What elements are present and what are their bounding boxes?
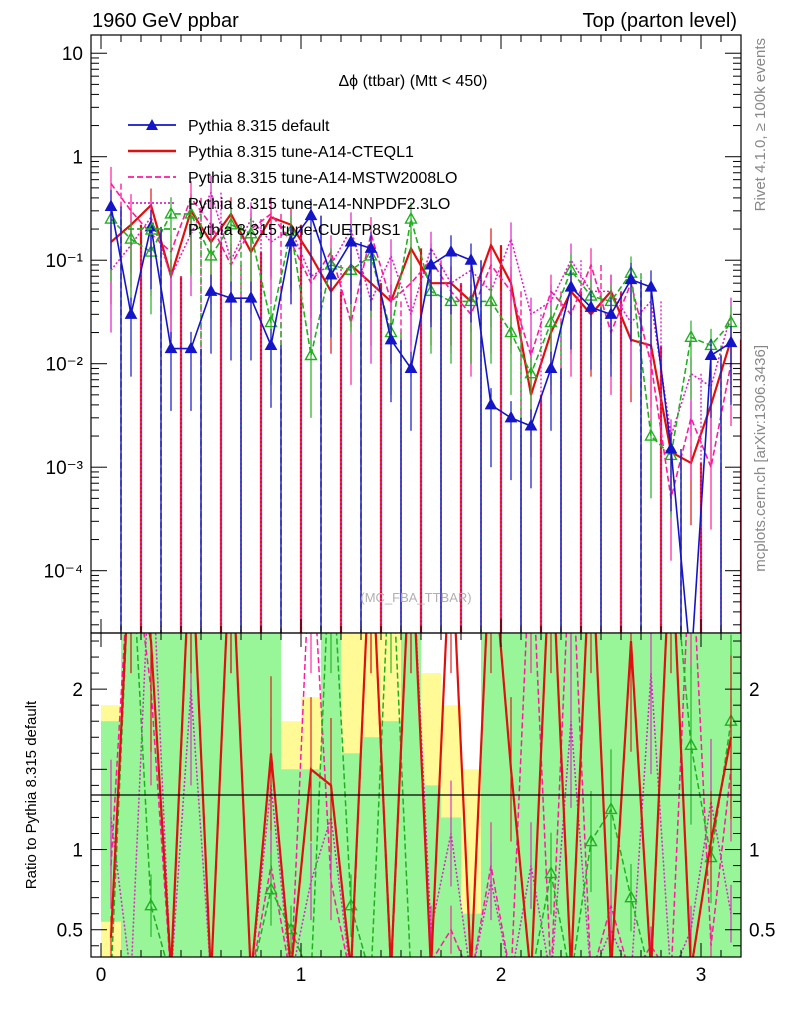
- plot-title: Δϕ (ttbar) (Mtt < 450): [338, 73, 487, 90]
- ratio-panel: 0.5 0.5 1 1 2 2 0 1 2 3: [57, 632, 775, 986]
- legend-label: Pythia 8.315 default: [188, 118, 330, 135]
- data-point: [384, 332, 398, 345]
- data-point: [184, 206, 198, 219]
- series-line: [110, 190, 732, 437]
- data-point: [424, 257, 438, 270]
- legend-label: Pythia 8.315 tune-CUETP8S1: [188, 222, 401, 239]
- data-point: [244, 291, 258, 303]
- ratio-band-green: [361, 737, 381, 957]
- data-point: [684, 329, 698, 342]
- ratio-y-tick-label: 1: [72, 841, 83, 862]
- data-point: [124, 231, 138, 244]
- data-point: [344, 234, 358, 247]
- data-point: [724, 335, 738, 348]
- data-point: [364, 241, 378, 253]
- legend-label: Pythia 8.315 tune-A14-CTEQL1: [188, 144, 414, 161]
- x-tick-label: 2: [496, 965, 507, 986]
- legend-marker: [146, 119, 158, 130]
- data-point: [644, 428, 658, 441]
- series-0: [104, 189, 738, 633]
- series-line: [110, 213, 732, 458]
- data-point: [624, 272, 638, 285]
- data-point: [584, 300, 598, 312]
- legend-label: Pythia 8.315 tune-A14-MSTW2008LO: [188, 170, 457, 187]
- ratio-y-tick-label: 2: [72, 680, 83, 701]
- data-point: [544, 315, 558, 328]
- header-left: 1960 GeV ppbar: [92, 10, 239, 32]
- header-right: Top (parton level): [582, 10, 737, 32]
- ratio-line: [109, 633, 733, 957]
- data-point: [484, 293, 498, 307]
- data-point: [444, 244, 458, 257]
- ratio-y-tick-label: 0.5: [57, 921, 83, 942]
- data-point: [304, 208, 318, 221]
- x-tick-label: 1: [296, 965, 307, 986]
- main-y-tick-label: 1: [72, 148, 83, 169]
- data-point: [224, 217, 238, 230]
- data-point: [284, 234, 298, 247]
- main-panel: 10 1 10⁻¹ 10⁻² 10⁻³ 10⁻⁴: [44, 34, 742, 634]
- data-point: [264, 315, 278, 328]
- ratio-y-tick-label-right: 1: [749, 841, 760, 862]
- ratio-y-tick-label-right: 2: [749, 680, 760, 701]
- data-point: [504, 325, 518, 338]
- ratio-point: [264, 882, 278, 895]
- data-point: [104, 199, 118, 212]
- data-point: [184, 341, 198, 354]
- legend-marker: [144, 221, 160, 235]
- ratio-point: [624, 890, 638, 903]
- data-point: [164, 206, 178, 219]
- data-point: [484, 397, 498, 410]
- ratio-y-tick-label-right: 0.5: [749, 921, 775, 942]
- ratio-band-green: [441, 817, 461, 957]
- data-point: [244, 226, 258, 239]
- mcplots-label: mcplots.cern.ch [arXiv:1306.3436]: [752, 345, 769, 572]
- rivet-label: Rivet 4.1.0, ≥ 100k events: [752, 38, 769, 211]
- main-y-tick-label: 10⁻¹: [46, 251, 84, 272]
- data-point: [204, 284, 218, 296]
- data-point: [124, 307, 138, 319]
- data-point: [224, 291, 238, 303]
- ratio-y-label: Ratio to Pythia 8.315 default: [23, 700, 40, 889]
- data-point: [544, 361, 558, 373]
- ratio-frame: [90, 632, 742, 958]
- legend-label: Pythia 8.315 tune-A14-NNPDF2.3LO: [188, 196, 450, 213]
- data-point: [704, 348, 718, 361]
- ratio-point: [604, 801, 618, 815]
- ratio-band-yellow: [461, 769, 481, 957]
- watermark: (MC_FBA_TTBAR): [360, 590, 471, 605]
- data-point: [204, 248, 218, 261]
- data-point: [644, 280, 658, 292]
- data-point: [504, 410, 518, 423]
- ratio-point: [144, 898, 158, 911]
- data-point: [604, 307, 618, 319]
- ratio-point: [684, 737, 698, 750]
- data-point: [164, 341, 178, 354]
- x-tick-label: 3: [696, 965, 707, 986]
- data-point: [564, 280, 578, 292]
- data-point: [304, 348, 318, 361]
- data-point: [324, 267, 338, 280]
- main-y-tick-label: 10: [62, 44, 83, 65]
- data-point: [264, 338, 278, 350]
- legend: Pythia 8.315 default Pythia 8.315 tune-A1…: [128, 118, 457, 239]
- data-point: [404, 361, 418, 373]
- data-point: [464, 253, 478, 265]
- data-point: [524, 366, 538, 379]
- main-y-tick-label: 10⁻²: [46, 355, 84, 376]
- x-tick-label: 0: [96, 965, 107, 986]
- ratio-point: [584, 834, 598, 847]
- series-line: [110, 183, 732, 499]
- ratio-band-green: [381, 721, 401, 957]
- data-point: [664, 441, 678, 454]
- main-y-tick-label: 10⁻³: [46, 458, 84, 479]
- ratio-point: [544, 866, 558, 879]
- ratio-series: [109, 633, 733, 957]
- data-point: [404, 211, 418, 224]
- data-point: [524, 418, 538, 431]
- main-y-tick-label: 10⁻⁴: [44, 562, 83, 583]
